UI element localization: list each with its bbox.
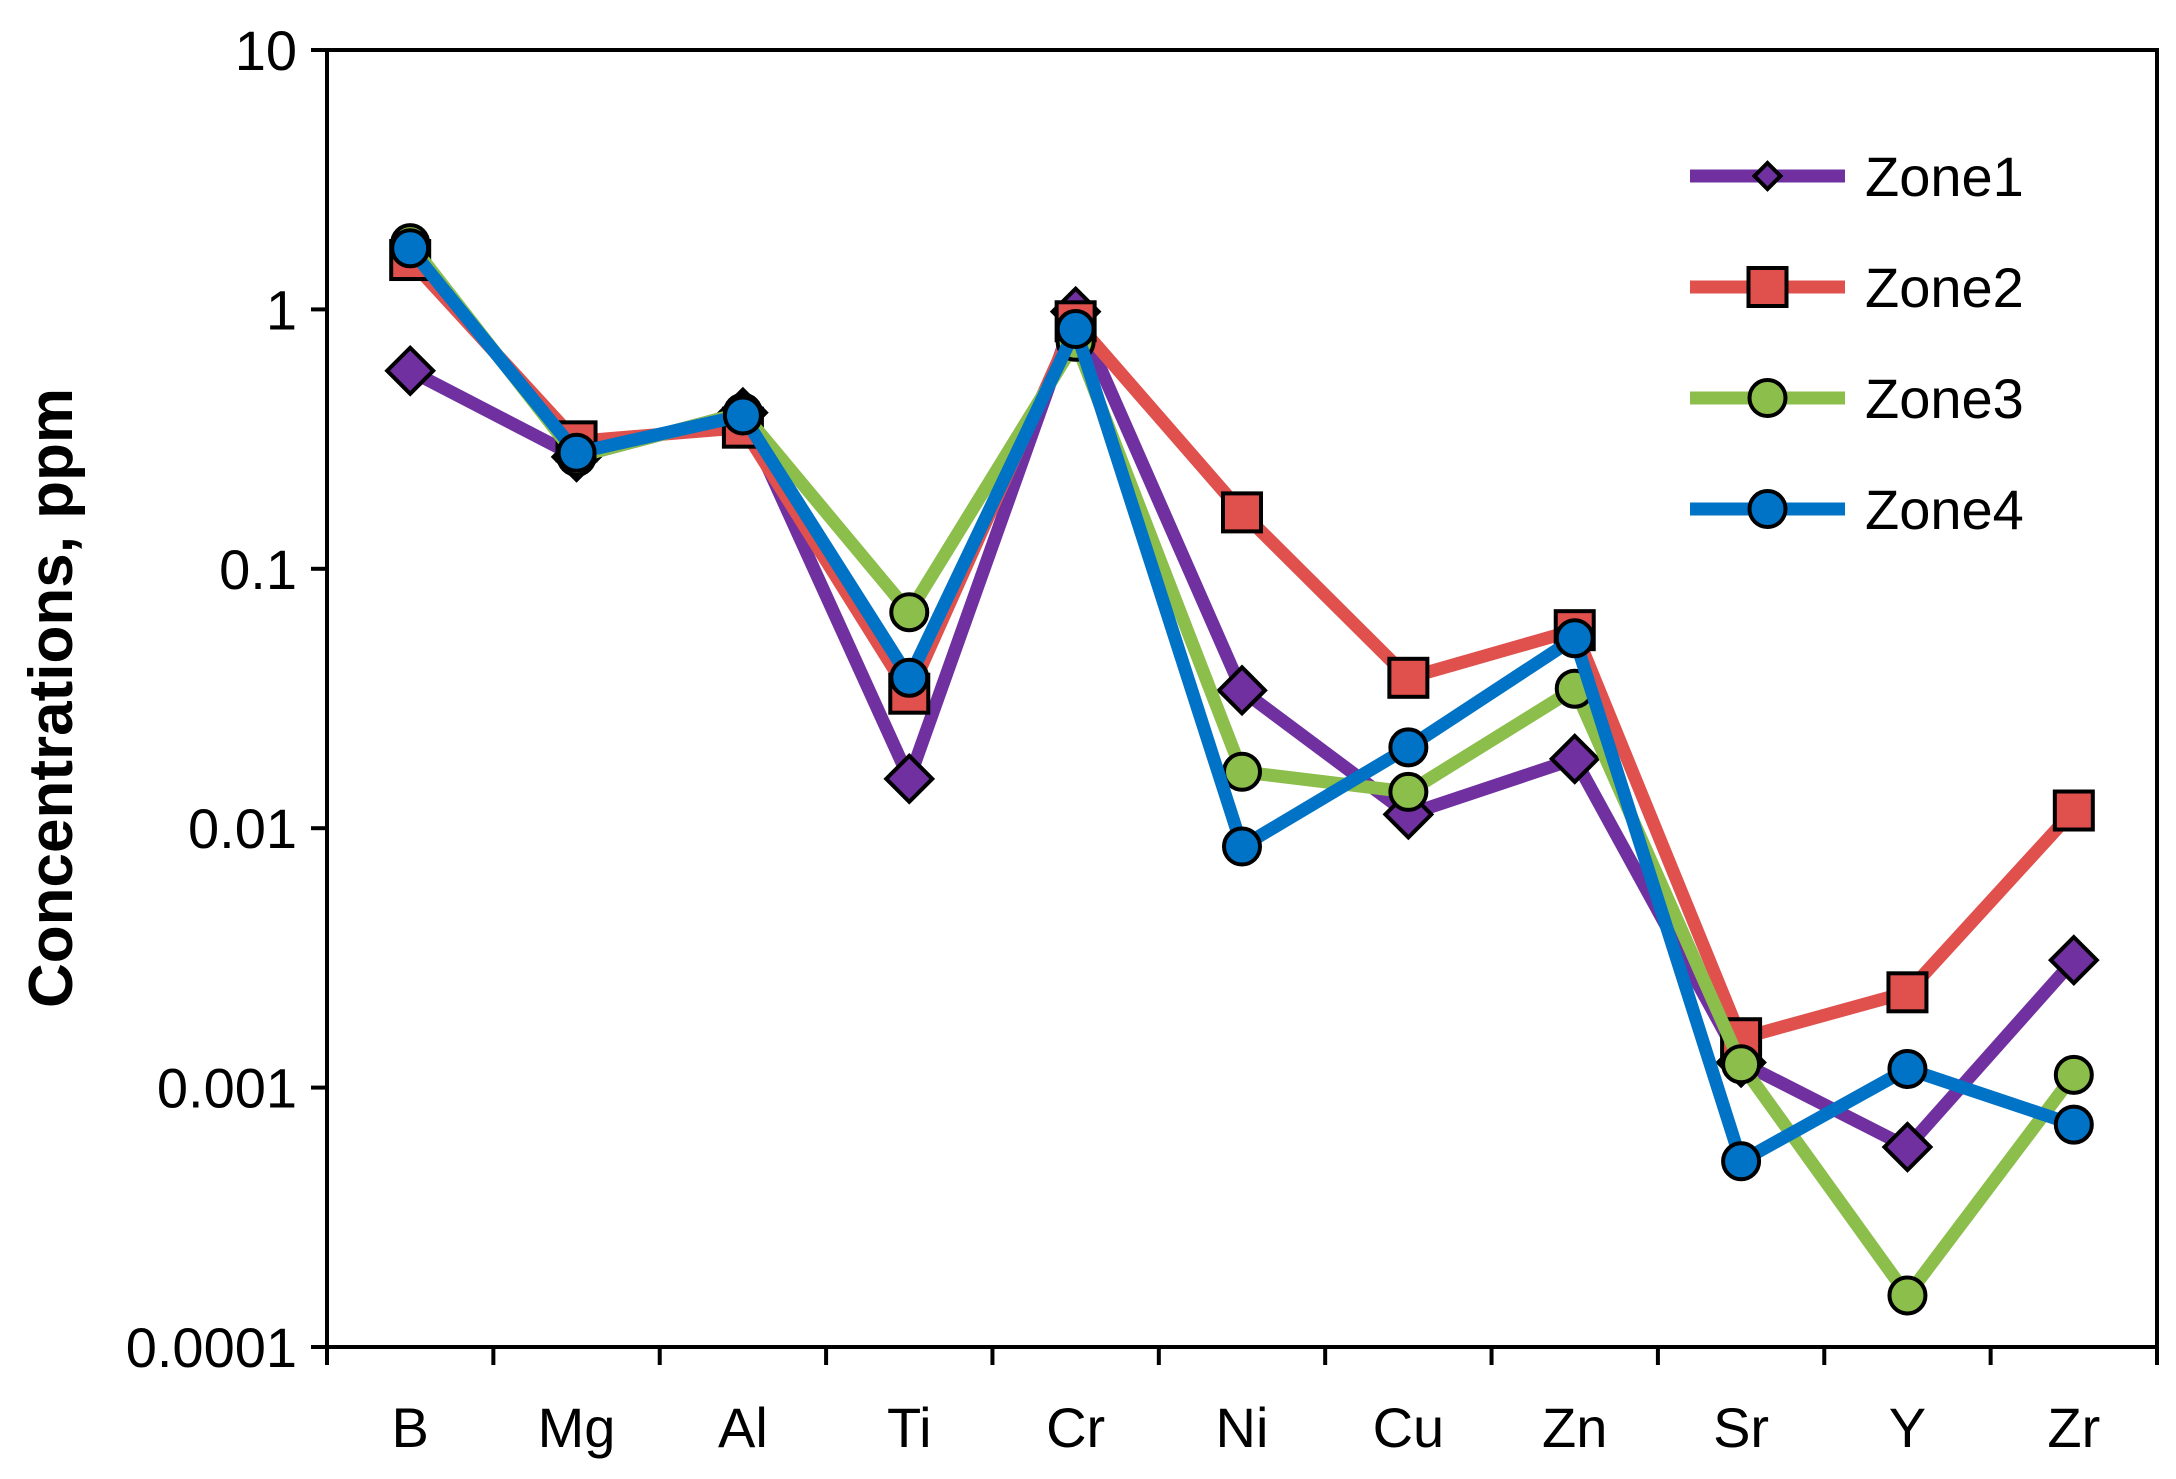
data-point-zone1 [1548, 733, 1601, 785]
y-tick-label: 0.0001 [126, 1316, 297, 1379]
data-point-zone2 [1387, 656, 1430, 699]
legend-item-zone1: Zone1 [1690, 145, 2024, 208]
series-zone4 [390, 228, 2094, 1182]
data-point-zone3 [1222, 751, 1262, 792]
data-point-zone2 [1221, 491, 1263, 534]
data-point-zone4 [1887, 1048, 1928, 1089]
x-tick-label: Al [718, 1396, 768, 1459]
data-point-zone4 [1388, 727, 1429, 768]
data-point-zone4 [1721, 1141, 1762, 1182]
y-tick-label: 0.01 [188, 797, 297, 860]
data-point-zone1 [1216, 664, 1268, 717]
data-point-zone3 [1388, 771, 1429, 812]
data-point-zone4 [556, 432, 597, 473]
data-point-zone4 [2053, 1104, 2094, 1145]
data-point-zone4 [889, 657, 930, 698]
y-tick-label: 1 [266, 278, 297, 341]
legend-item-zone4: Zone4 [1690, 478, 2024, 541]
data-point-zone3 [2053, 1054, 2094, 1095]
data-point-zone4 [390, 228, 431, 269]
data-point-zone3 [1887, 1275, 1928, 1316]
data-point-zone3 [1721, 1044, 1762, 1085]
x-tick-label: Zr [2047, 1396, 2100, 1459]
data-point-zone4 [1222, 826, 1262, 867]
legend-label: Zone2 [1865, 256, 2024, 319]
y-axis-title: Concentrations, ppm [17, 388, 86, 1008]
legend-marker [1751, 160, 1784, 192]
y-tick-label: 0.001 [157, 1057, 297, 1120]
x-tick-label: Sr [1713, 1396, 1769, 1459]
data-point-zone3 [889, 592, 930, 633]
data-point-zone4 [1055, 309, 1096, 350]
y-tick-label: 0.1 [219, 538, 297, 601]
data-point-zone1 [384, 344, 437, 397]
data-point-zone4 [722, 395, 763, 436]
legend-marker [1747, 489, 1788, 529]
legend-label: Zone3 [1865, 367, 2024, 430]
legend-marker [1746, 266, 1789, 308]
y-axis: 10 1 0.1 0.01 0.001 0.0001 [126, 19, 327, 1379]
data-point-zone1 [883, 752, 936, 805]
x-tick-label: Mg [538, 1396, 616, 1459]
x-tick-label: Ni [1216, 1396, 1269, 1459]
series-layer [384, 223, 2100, 1316]
x-tick-label: B [392, 1396, 429, 1459]
x-tick-label: Zn [1542, 1396, 1607, 1459]
data-point-zone2 [2052, 789, 2095, 832]
legend: Zone1 Zone2 Zone3 Zone4 [1690, 145, 2024, 541]
data-point-zone1 [2047, 934, 2100, 986]
data-point-zone2 [1886, 971, 1929, 1014]
x-tick-label: Ti [887, 1396, 932, 1459]
legend-item-zone2: Zone2 [1690, 256, 2024, 319]
legend-item-zone3: Zone3 [1690, 367, 2024, 430]
x-axis: B Mg Al Ti Cr Ni Cu Zn Sr Y Zr [325, 1347, 2159, 1459]
legend-marker [1747, 378, 1788, 418]
x-tick-label: Cr [1046, 1396, 1105, 1459]
data-point-zone1 [1881, 1121, 1934, 1173]
x-tick-label: Cu [1373, 1396, 1445, 1459]
y-tick-label: 10 [235, 19, 297, 82]
legend-label: Zone1 [1865, 145, 2024, 208]
legend-label: Zone4 [1865, 478, 2024, 541]
x-tick-label: Y [1889, 1396, 1926, 1459]
plot-area-frame [325, 48, 2159, 1349]
data-point-zone4 [1554, 618, 1595, 659]
